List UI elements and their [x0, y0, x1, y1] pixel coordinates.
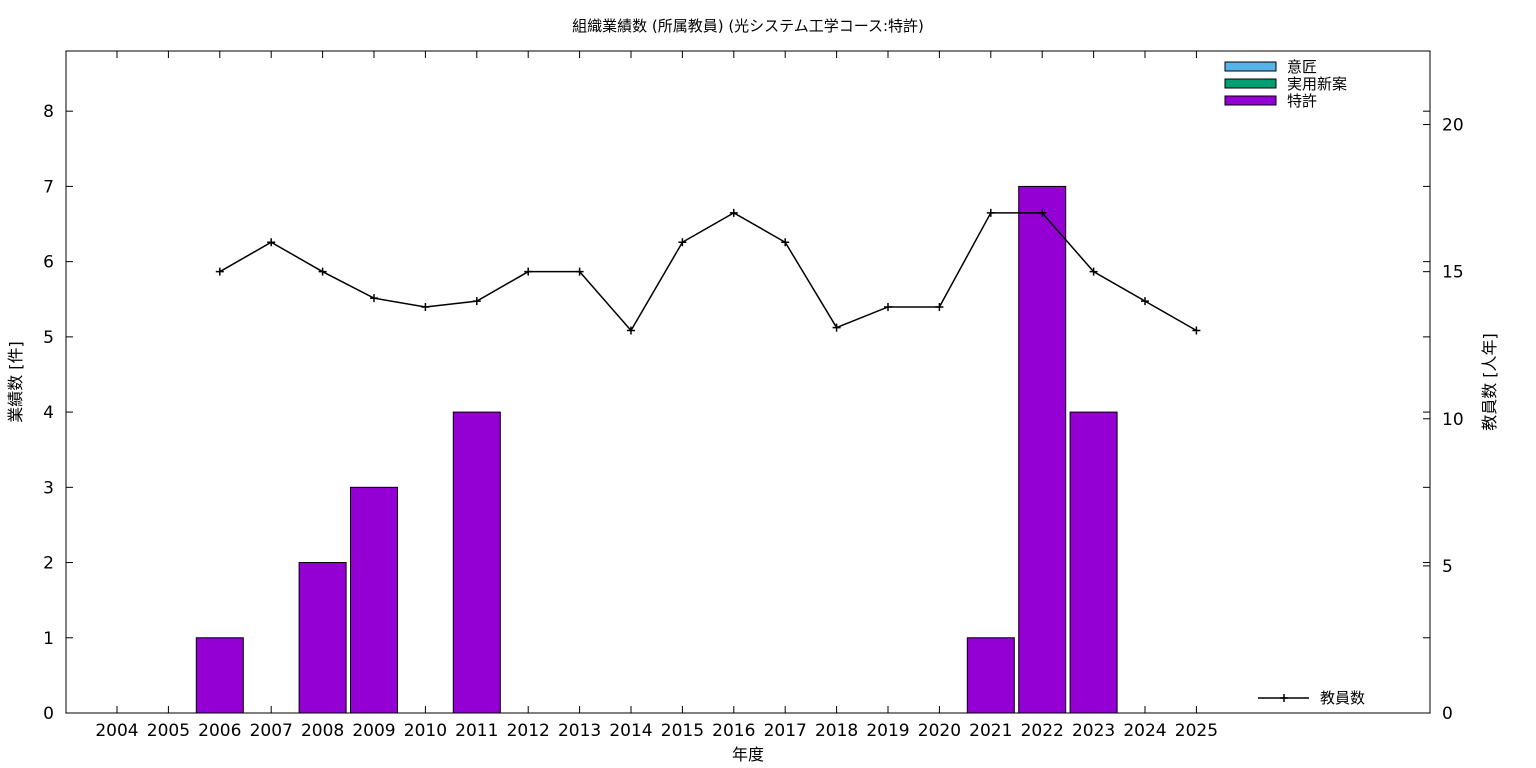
x-tick-label: 2008 [301, 721, 344, 741]
y2-tick-label: 5 [1442, 557, 1453, 577]
plot-frame [65, 50, 1431, 714]
legend-label-教員数: 教員数 [1320, 689, 1365, 707]
point-marker [1038, 208, 1047, 217]
y-tick-label: 3 [43, 478, 54, 498]
x-tick-label: 2021 [969, 721, 1012, 741]
x-tick-label: 2007 [250, 721, 293, 741]
bar-特許 [298, 562, 347, 714]
x-tick-label: 2004 [95, 721, 138, 741]
point-marker [1089, 267, 1098, 276]
chart-title: 組織業績数 (所属教員) (光システム工学コース:特許) [572, 17, 924, 35]
legend-marker [1280, 694, 1288, 702]
bar-特許 [1069, 411, 1118, 714]
y2-tick-label: 15 [1442, 263, 1464, 283]
x-tick-label: 2015 [661, 721, 704, 741]
y-tick-label: 4 [43, 403, 54, 423]
y-tick-label: 6 [43, 253, 54, 273]
x-tick-label: 2009 [352, 721, 395, 741]
point-marker [267, 238, 276, 247]
point-marker [1192, 326, 1201, 335]
x-tick-label: 2017 [764, 721, 807, 741]
y-tick-label: 8 [43, 102, 54, 122]
point-marker [729, 208, 738, 217]
y-tick-label: 2 [43, 554, 54, 574]
x-tick-label: 2010 [404, 721, 447, 741]
point-marker [781, 238, 790, 247]
legend-label-特許: 特許 [1287, 92, 1317, 110]
bar-特許 [966, 637, 1015, 714]
point-marker [421, 302, 430, 311]
point-marker [370, 294, 378, 303]
y2-axis-label: 教員数 [人年] [1480, 333, 1499, 431]
y-tick-label: 7 [43, 177, 54, 197]
x-tick-label: 2023 [1072, 721, 1115, 741]
bar-特許 [1018, 185, 1067, 714]
point-marker [935, 302, 944, 311]
x-tick-label: 2006 [198, 721, 241, 741]
point-marker [1141, 297, 1149, 306]
x-tick-label: 2005 [147, 721, 190, 741]
y2-tick-label: 10 [1442, 410, 1464, 430]
legend-label-意匠: 意匠 [1287, 58, 1317, 76]
point-marker [215, 267, 224, 276]
point-marker [678, 238, 687, 247]
legend-label-実用新案: 実用新案 [1287, 75, 1347, 93]
x-tick-label: 2014 [609, 721, 652, 741]
x-tick-label: 2025 [1175, 721, 1218, 741]
y2-tick-label: 20 [1442, 116, 1464, 136]
point-marker [884, 302, 892, 311]
y-tick-label: 1 [43, 629, 54, 649]
legend-swatch-実用新案 [1224, 78, 1277, 89]
x-tick-label: 2012 [507, 721, 550, 741]
point-marker [524, 267, 533, 276]
y-axis-label: 業績数 [件] [6, 341, 25, 423]
x-tick-label: 2019 [866, 721, 909, 741]
x-tick-label: 2024 [1123, 721, 1166, 741]
x-tick-label: 2013 [558, 721, 601, 741]
x-axis-label: 年度 [732, 745, 764, 764]
x-tick-label: 2022 [1021, 721, 1064, 741]
point-marker [318, 267, 327, 276]
point-marker [986, 208, 995, 217]
bar-特許 [195, 637, 244, 714]
point-marker [832, 323, 841, 332]
y-tick-label: 0 [43, 704, 54, 724]
point-marker [472, 297, 481, 306]
point-marker [627, 326, 635, 335]
plot-area: 0 1 2 3 4 5 6 7 8 0 5 10 15 20 2004 2005 2006 2007 2008 200… [43, 50, 1464, 741]
bar-特許 [452, 411, 501, 714]
legend-swatch-意匠 [1224, 61, 1277, 72]
bar-特許 [350, 486, 398, 714]
x-tick-label: 2020 [918, 721, 961, 741]
line-教員数 [219, 211, 1197, 332]
x-tick-label: 2016 [712, 721, 755, 741]
y-tick-label: 5 [43, 328, 54, 348]
x-tick-label: 2011 [455, 721, 498, 741]
x-tick-label: 2018 [815, 721, 858, 741]
point-marker [575, 267, 584, 276]
legend-swatch-特許 [1224, 95, 1277, 106]
y2-tick-label: 0 [1442, 704, 1453, 724]
